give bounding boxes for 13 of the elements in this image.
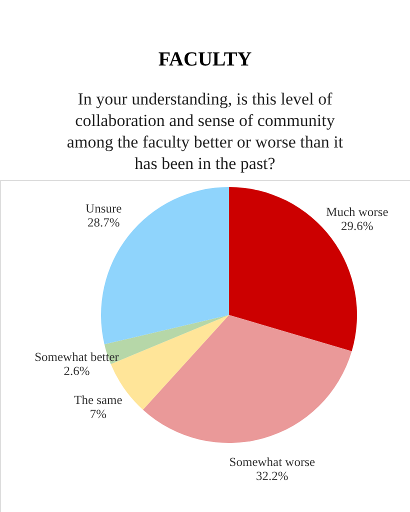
slice-label: Much worse <box>326 205 389 220</box>
data-label: 7% <box>90 407 107 422</box>
data-label: 32.2% <box>256 469 288 484</box>
chart-subtitle: In your understanding, is this level of collaboration and sense of community among the faculty better or worse than it has been in the past? <box>66 90 344 173</box>
slice-label: Unsure <box>86 202 122 216</box>
pie-slice <box>142 315 352 443</box>
slice-label: The same <box>74 393 123 408</box>
slice-label: Somewhat worse <box>229 455 316 470</box>
data-label: 29.6% <box>341 219 374 234</box>
data-label: 28.7% <box>87 216 120 230</box>
slice-label: Somewhat better <box>34 350 120 364</box>
chart-title: FACULTY <box>158 48 252 70</box>
data-label: 2.6% <box>64 364 90 378</box>
